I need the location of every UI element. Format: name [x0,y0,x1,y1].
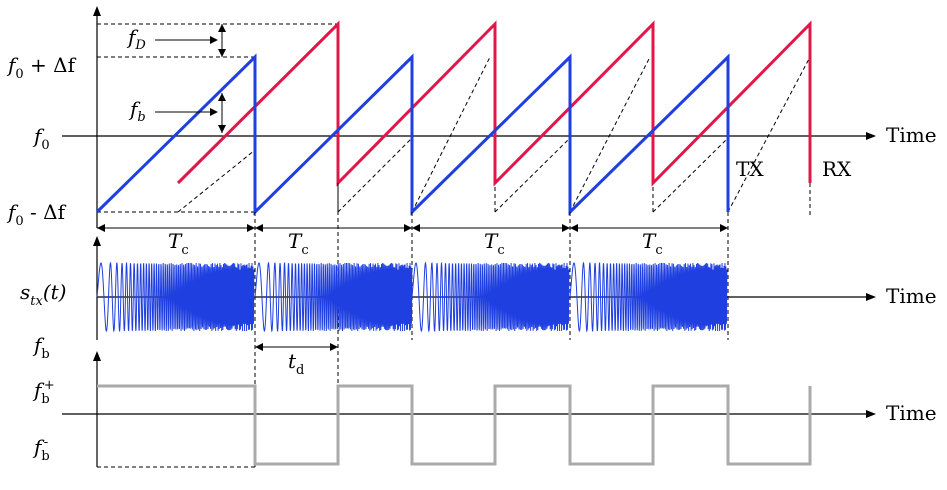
tx-sawtooth [95,53,730,216]
beat-square-wave [97,384,812,466]
stx-axis-arrowhead [93,236,101,246]
label-time-top: Time [886,123,937,147]
time-axis-top-arrowhead [866,132,876,140]
label-fb: fb [128,97,146,125]
label-rx: RX [822,157,852,181]
label-stx: stx(t) [20,280,66,309]
label-tc-3: Tc [484,229,505,258]
tx-chirp-waveform [96,261,728,333]
label-fD: fD [126,25,146,53]
chirp-period-arrows [97,224,728,232]
label-time-mid: Time [886,284,937,308]
label-tc-2: Tc [288,229,309,258]
time-axis-mid-arrowhead [866,293,876,301]
label-f0-minus: f0 - Δf [6,200,67,229]
rx-sawtooth [176,20,812,187]
label-td: td [288,349,304,378]
label-tc-4: Tc [642,229,663,258]
time-axis-bottom-arrowhead [866,410,876,418]
label-time-bottom: Time [886,401,937,425]
label-fb-plus: fb+ [32,378,55,407]
label-fb-minus: fb- [32,435,50,464]
label-f0-plus: f0 + Δf [6,53,77,82]
doppler-shift-marker [155,24,226,57]
label-f0: f0 [32,124,50,153]
label-tx: TX [736,157,764,181]
delay-arrow [255,343,338,351]
beat-axis-arrowhead [93,351,101,361]
label-tc-1: Tc [168,229,189,258]
rx-delayed-reference [177,56,811,216]
beat-frequency-marker [155,93,226,133]
freq-axis-arrowhead [93,6,101,16]
label-fb-axis: fb [32,333,50,362]
